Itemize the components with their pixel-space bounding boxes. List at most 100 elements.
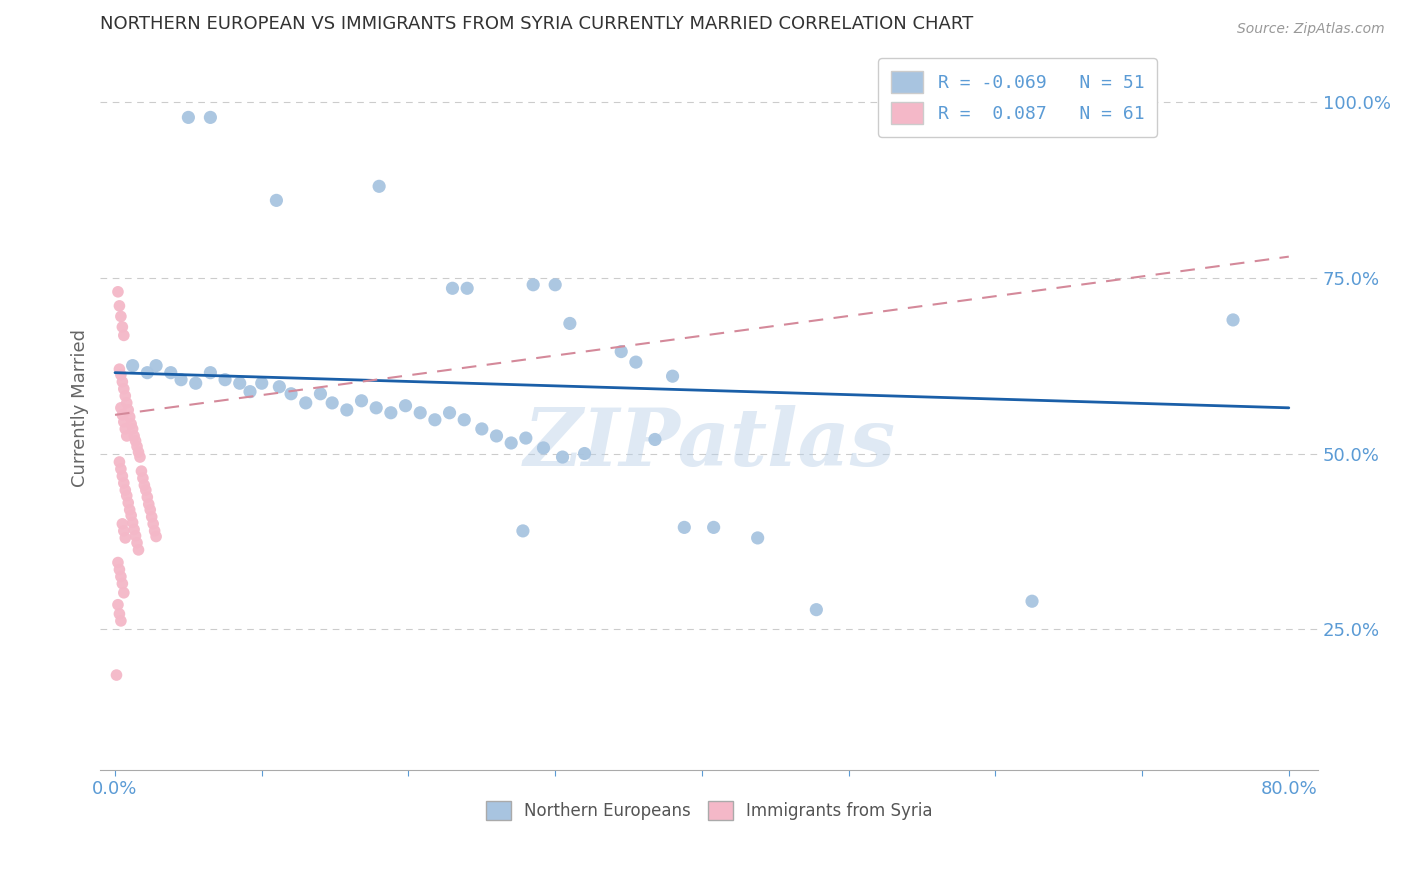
Point	[112, 586, 135, 600]
Point	[114, 389, 136, 403]
Point	[110, 401, 132, 415]
Point	[120, 508, 142, 523]
Point	[1021, 594, 1043, 608]
Point	[141, 509, 163, 524]
Point	[200, 366, 222, 380]
Point	[125, 440, 148, 454]
Point	[184, 376, 207, 391]
Point	[114, 483, 136, 497]
Point	[522, 277, 544, 292]
Point	[501, 436, 523, 450]
Point	[200, 111, 222, 125]
Point	[121, 422, 143, 436]
Point	[239, 384, 262, 399]
Point	[110, 368, 132, 382]
Point	[112, 415, 135, 429]
Legend: Northern Europeans, Immigrants from Syria: Northern Europeans, Immigrants from Syri…	[479, 794, 939, 827]
Point	[110, 462, 132, 476]
Point	[309, 386, 332, 401]
Point	[409, 406, 432, 420]
Point	[350, 393, 373, 408]
Point	[145, 359, 167, 373]
Point	[117, 496, 139, 510]
Point	[121, 359, 143, 373]
Point	[485, 429, 508, 443]
Point	[108, 563, 131, 577]
Point	[107, 598, 129, 612]
Point	[512, 524, 534, 538]
Point	[336, 403, 359, 417]
Point	[118, 409, 141, 424]
Point	[111, 516, 134, 531]
Point	[229, 376, 252, 391]
Point	[118, 503, 141, 517]
Point	[108, 362, 131, 376]
Point	[112, 382, 135, 396]
Point	[120, 417, 142, 431]
Point	[294, 396, 316, 410]
Point	[115, 429, 138, 443]
Point	[128, 445, 150, 459]
Point	[170, 373, 193, 387]
Point	[471, 422, 494, 436]
Point	[115, 489, 138, 503]
Point	[108, 299, 131, 313]
Point	[159, 366, 181, 380]
Point	[110, 310, 132, 324]
Point	[136, 490, 159, 504]
Point	[214, 373, 236, 387]
Text: NORTHERN EUROPEAN VS IMMIGRANTS FROM SYRIA CURRENTLY MARRIED CORRELATION CHART: NORTHERN EUROPEAN VS IMMIGRANTS FROM SYR…	[100, 15, 973, 33]
Point	[266, 194, 288, 208]
Point	[177, 111, 200, 125]
Point	[107, 285, 129, 299]
Point	[134, 478, 156, 492]
Point	[1222, 313, 1244, 327]
Point	[108, 455, 131, 469]
Point	[112, 328, 135, 343]
Point	[366, 401, 388, 415]
Point	[441, 281, 464, 295]
Point	[138, 497, 160, 511]
Point	[124, 529, 146, 543]
Point	[115, 396, 138, 410]
Point	[380, 406, 402, 420]
Point	[423, 413, 446, 427]
Point	[111, 408, 134, 422]
Text: ZIPatlas: ZIPatlas	[523, 405, 896, 483]
Point	[114, 531, 136, 545]
Point	[703, 520, 725, 534]
Point	[515, 431, 537, 445]
Point	[107, 556, 129, 570]
Point	[574, 446, 596, 460]
Point	[250, 376, 273, 391]
Point	[110, 614, 132, 628]
Point	[105, 668, 128, 682]
Point	[112, 524, 135, 538]
Point	[114, 422, 136, 436]
Point	[129, 450, 152, 464]
Point	[124, 434, 146, 448]
Point	[610, 344, 633, 359]
Point	[439, 406, 461, 420]
Point	[112, 476, 135, 491]
Point	[269, 380, 291, 394]
Point	[806, 602, 828, 616]
Point	[644, 433, 666, 447]
Point	[111, 576, 134, 591]
Point	[142, 516, 165, 531]
Point	[111, 469, 134, 483]
Point	[544, 277, 567, 292]
Point	[122, 429, 145, 443]
Point	[280, 386, 302, 401]
Point	[533, 441, 555, 455]
Point	[128, 542, 150, 557]
Point	[143, 524, 166, 538]
Point	[747, 531, 769, 545]
Point	[117, 403, 139, 417]
Point	[394, 399, 416, 413]
Point	[145, 529, 167, 543]
Point	[136, 366, 159, 380]
Point	[125, 536, 148, 550]
Point	[456, 281, 478, 295]
Point	[132, 471, 155, 485]
